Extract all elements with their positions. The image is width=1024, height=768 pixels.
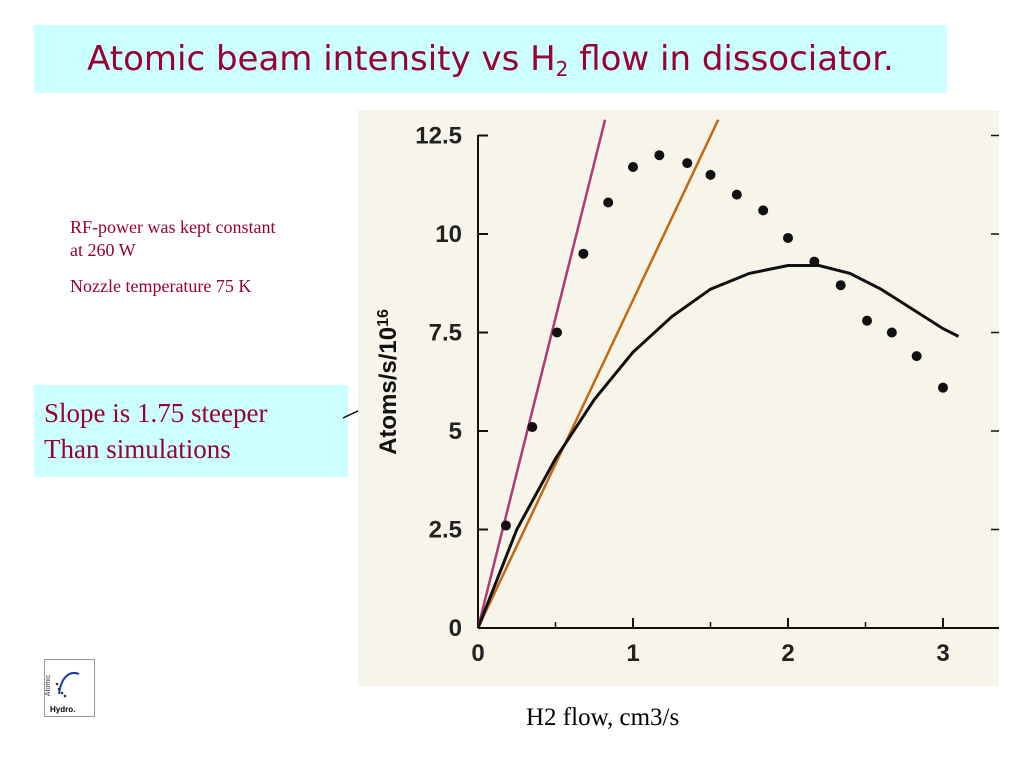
title-banner: Atomic beam intensity vs H2 flow in diss… — [34, 25, 947, 93]
y-tick-label: 2.5 — [429, 517, 462, 544]
chart: 0 1 2 3 0 2.5 5 7.5 10 12.5 Atoms/s/1016 — [375, 119, 999, 667]
x-tick-label: 2 — [781, 640, 794, 667]
x-tick-label: 3 — [936, 640, 949, 667]
data-point — [911, 351, 922, 362]
slope-callout-text: Slope is 1.75 steeper Than simulations — [44, 395, 267, 467]
logo-icon — [55, 672, 80, 698]
fit-line-1 — [476, 119, 607, 629]
data-point — [783, 232, 793, 243]
simulation-curve — [476, 264, 960, 629]
data-point — [628, 162, 638, 173]
data-point — [758, 205, 769, 216]
data-point — [500, 520, 511, 531]
slope-line-2: Than simulations — [44, 434, 231, 464]
notes-block: RF-power was kept constant at 260 W Nozz… — [70, 216, 285, 311]
data-point — [809, 256, 820, 267]
x-tick-label: 0 — [471, 640, 484, 667]
y-tick-label: 10 — [435, 221, 462, 248]
y-axis-label: Atoms/s/1016 — [375, 309, 402, 455]
y-tick-label: 12.5 — [415, 123, 462, 150]
data-point — [705, 169, 716, 180]
data-point — [527, 422, 538, 433]
title-subscript: 2 — [555, 57, 569, 81]
chart-panel: 0 1 2 3 0 2.5 5 7.5 10 12.5 Atoms/s/1016 — [358, 110, 999, 686]
logo-text: Hydro. — [50, 705, 76, 714]
y-tick-label: 0 — [449, 615, 462, 642]
data-point — [938, 382, 948, 393]
slope-callout-box: Slope is 1.75 steeper Than simulations — [34, 385, 348, 477]
slope-line-1: Slope is 1.75 steeper — [44, 398, 268, 428]
slide-title: Atomic beam intensity vs H2 flow in diss… — [34, 39, 947, 89]
x-axis-caption: H2 flow, cm3/s — [526, 704, 680, 731]
y-axis-label-exponent: 16 — [375, 309, 392, 327]
data-point — [578, 248, 589, 259]
data-point — [835, 280, 846, 291]
title-tail: flow in dissociator. — [568, 39, 894, 79]
logo-side-text: Atomic — [45, 674, 53, 697]
atomic-hydro-logo: Atomic Hydro. — [44, 659, 95, 717]
note-nozzle-temp: Nozzle temperature 75 K — [70, 276, 252, 296]
data-point — [886, 327, 897, 338]
data-point — [731, 189, 742, 200]
title-text: Atomic beam intensity vs H — [87, 39, 556, 79]
data-point — [654, 150, 665, 161]
data-point — [552, 327, 563, 338]
x-tick-label: 1 — [626, 640, 639, 667]
data-point — [862, 315, 873, 326]
y-tick-label: 5 — [449, 418, 462, 445]
data-point — [682, 158, 693, 169]
note-rf-power: RF-power was kept constant at 260 W — [70, 217, 276, 260]
y-tick-label: 7.5 — [429, 320, 462, 347]
data-point — [603, 197, 614, 208]
fit-line-2 — [476, 119, 720, 629]
